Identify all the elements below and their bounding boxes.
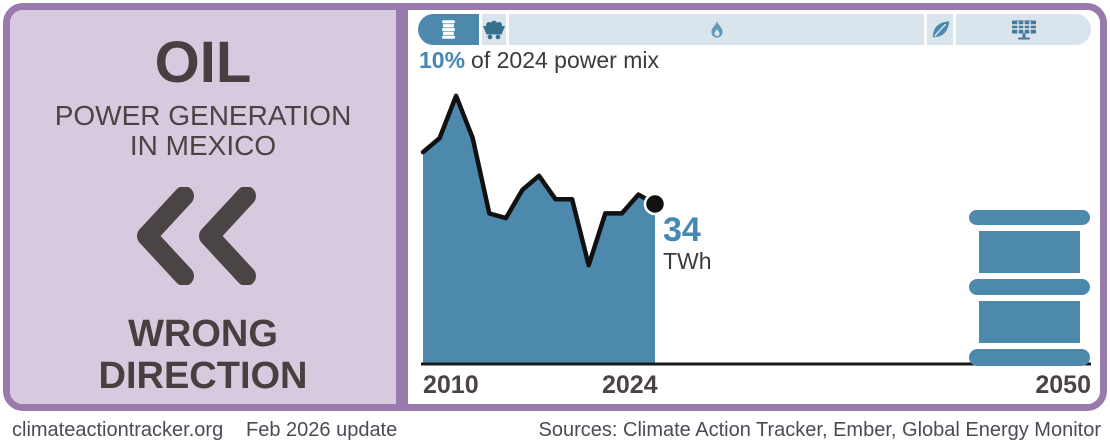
leaf-icon [932, 21, 949, 38]
mix-segment-bioenergy [927, 14, 953, 45]
mix-segment-solar [956, 14, 1091, 45]
left-panel: OIL POWER GENERATION IN MEXICO WRONG DIR… [10, 10, 396, 404]
endpoint-unit-label: TWh [663, 248, 712, 274]
right-panel: 10% of 2024 power mix 34 TWh 2010 2024 [408, 10, 1100, 404]
subtitle-line-1: POWER GENERATION [54, 100, 352, 131]
subtitle-line-2: IN MEXICO [129, 130, 277, 162]
endpoint-dot [643, 192, 667, 216]
card: OIL POWER GENERATION IN MEXICO WRONG DIR… [3, 3, 1107, 411]
tick-2050: 2050 [1035, 371, 1091, 399]
status-text: WRONG DIRECTION [10, 314, 396, 398]
footer-site-url: climateactiontracker.org [12, 419, 224, 441]
tick-2024: 2024 [602, 371, 658, 399]
mix-segment-coal [482, 14, 506, 45]
direction-indicator [10, 186, 396, 290]
coal-cart-icon [483, 20, 505, 39]
subtitle: POWER GENERATION IN MEXICO [10, 100, 396, 162]
solar-panel-icon [1011, 20, 1036, 39]
mix-caption-text: of 2024 power mix [471, 47, 659, 73]
status-line-2: DIRECTION [98, 355, 308, 398]
status-line-1: WRONG [128, 313, 278, 356]
area-fill [423, 95, 655, 365]
page-title: OIL [154, 30, 252, 95]
oil-barrel-2050-icon [969, 210, 1090, 366]
mix-segment-gas [509, 14, 924, 45]
footer-update-date: Feb 2026 update [246, 419, 398, 441]
mix-caption-value: 10% [419, 47, 466, 73]
tick-2010: 2010 [423, 371, 479, 399]
oil-barrel-icon [442, 20, 455, 39]
oil-generation-chart [420, 93, 1091, 366]
gas-flame-icon [710, 19, 723, 38]
power-mix-bar [418, 14, 1091, 45]
mix-segment-oil [418, 14, 479, 45]
trend-line [420, 93, 658, 268]
mix-caption: 10% of 2024 power mix [419, 47, 659, 74]
panel-divider [396, 10, 408, 404]
endpoint-value-label: 34 [663, 211, 701, 249]
double-chevron-left-icon [137, 186, 256, 287]
footer-sources: Sources: Climate Action Tracker, Ember, … [538, 419, 1101, 441]
